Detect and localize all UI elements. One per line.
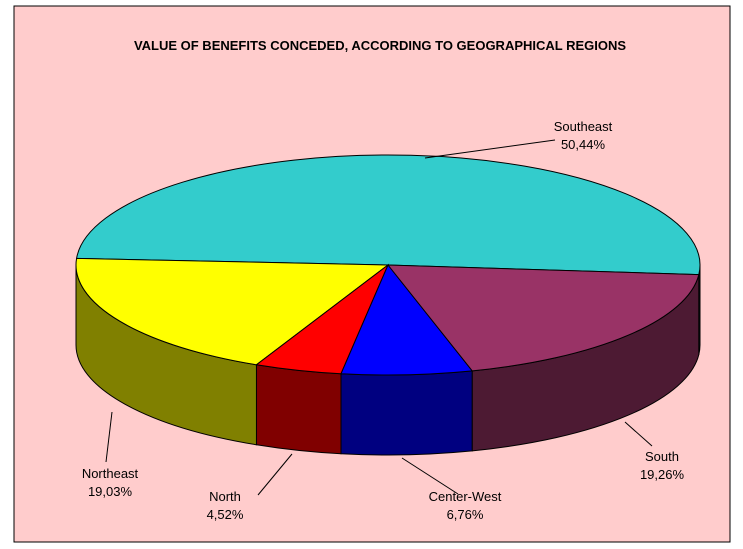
category-label: Center-West <box>429 489 502 504</box>
pie-slice <box>75 257 390 366</box>
category-label: Northeast <box>82 466 139 481</box>
pie-slice <box>340 264 474 376</box>
chart-title: VALUE OF BENEFITS CONCEDED, ACCORDING TO… <box>133 38 627 53</box>
pie-side <box>255 364 342 455</box>
value-label: 4,52% <box>207 507 244 522</box>
category-label: Southeast <box>554 119 613 134</box>
value-label: 50,44% <box>561 137 606 152</box>
leader-line <box>105 411 113 463</box>
leader-line <box>624 421 653 447</box>
category-label: South <box>645 449 679 464</box>
leader-line <box>257 453 293 496</box>
pie-slice <box>386 264 700 372</box>
value-label: 19,26% <box>640 467 685 482</box>
leader-line <box>424 139 556 159</box>
pie-slice <box>75 154 701 276</box>
pie-side <box>340 370 473 456</box>
category-label: North <box>209 489 241 504</box>
leader-line <box>401 457 459 495</box>
value-label: 6,76% <box>447 507 484 522</box>
value-label: 19,03% <box>88 484 133 499</box>
